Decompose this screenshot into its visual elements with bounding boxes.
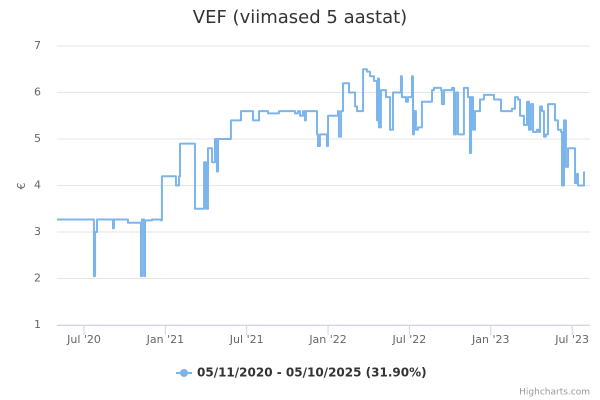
x-tick-label: Jul '20 (66, 333, 101, 346)
series-line (57, 68, 585, 278)
credits[interactable]: Highcharts.com (519, 388, 590, 398)
y-tick-label: 7 (34, 39, 41, 52)
y-tick-label: 2 (34, 272, 41, 285)
chart-title: VEF (viimased 5 aastat) (193, 7, 407, 28)
x-tick-label: Jan '21 (146, 333, 184, 346)
x-tick-label: Jan '22 (308, 333, 346, 346)
x-tick-label: Jul '22 (392, 333, 427, 346)
x-tick-label: Jul '23 (554, 333, 589, 346)
y-tick-label: 4 (34, 179, 41, 192)
y-tick-label: 6 (34, 86, 41, 99)
x-tick-label: Jan '23 (471, 333, 509, 346)
y-tick-label: 1 (34, 318, 41, 331)
x-tick-label: Jul '21 (229, 333, 264, 346)
y-axis-label: € (15, 183, 28, 190)
legend-marker[interactable] (180, 369, 188, 377)
legend-item[interactable]: 05/11/2020 - 05/10/2025 (31.90%) (197, 366, 427, 380)
y-tick-label: 5 (34, 132, 41, 145)
y-tick-label: 3 (34, 225, 41, 238)
